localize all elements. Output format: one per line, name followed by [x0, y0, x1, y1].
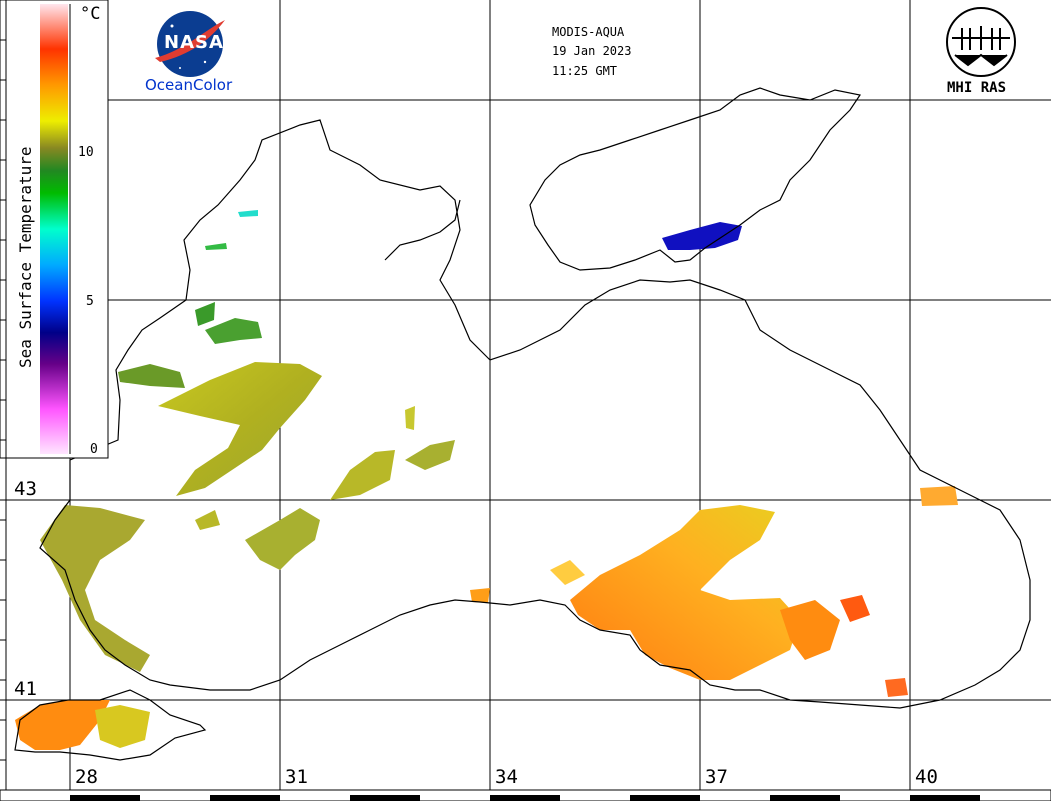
sst-patch-south-east: [570, 505, 800, 680]
header-time: 11:25 GMT: [552, 64, 618, 78]
sst-patch-burgas: [195, 510, 220, 530]
sst-patches: [15, 210, 958, 750]
sst-patch-marmara-yel: [95, 705, 150, 748]
lon-label-31: 31: [285, 766, 308, 788]
sst-patch-west-coast: [40, 505, 150, 672]
header-sensor: MODIS-AQUA: [552, 25, 625, 39]
oceancolor-caption: OceanColor: [145, 76, 233, 94]
sst-patch-crimea-yel: [405, 406, 415, 430]
mhi-ras-caption: MHI RAS: [947, 80, 1007, 96]
lon-label-28: 28: [75, 766, 98, 788]
sst-patch-center-west: [158, 362, 322, 496]
colorbar-tick-5: 5: [86, 294, 94, 309]
sst-patch-east-red: [840, 595, 870, 622]
crimea-west: [384, 199, 461, 261]
sst-patch-center-east: [405, 440, 455, 470]
sst-patch-bosporus-orange: [15, 700, 110, 750]
mhi-ras-logo-icon: [946, 7, 1016, 77]
black-sea-coast: [39, 119, 1031, 709]
sst-patch-ne-orange: [920, 486, 958, 506]
sst-patch-center-mid: [330, 450, 395, 500]
sst-patch-azov-blue: [662, 222, 742, 250]
coastline: [14, 87, 1031, 761]
sst-patch-sinop-orange: [470, 588, 490, 603]
nasa-badge-text: NASA: [164, 32, 224, 53]
sst-patch-nw-green: [205, 243, 227, 250]
bottom-ruler: [0, 789, 1051, 801]
sst-patch-nw-cyan: [238, 210, 258, 217]
lat-label-41: 41: [14, 678, 37, 700]
colorbar-tick-10: 10: [78, 145, 94, 160]
bosporus-coast: [14, 689, 207, 761]
lon-label-37: 37: [705, 766, 728, 788]
colorbar-title: Sea Surface Temperature: [16, 146, 35, 368]
azov-coast: [529, 87, 861, 271]
sst-patch-danube-shelf: [118, 364, 185, 388]
colorbar-tick-0: 0: [90, 442, 98, 457]
sst-patch-kerch-small: [550, 560, 585, 585]
left-ruler: [0, 0, 7, 801]
lon-label-40: 40: [915, 766, 938, 788]
colorbar-gradient: [40, 4, 68, 454]
colorbar-unit: °C: [80, 4, 101, 24]
lon-label-34: 34: [495, 766, 518, 788]
sst-patch-odessa-green: [195, 302, 215, 326]
sst-patch-batumi-orange: [885, 678, 908, 697]
sst-patch-shelf-green: [205, 318, 262, 344]
header-date: 19 Jan 2023: [552, 44, 632, 58]
sst-patch-mid-small: [245, 508, 320, 570]
sst-patch-south-east-2: [780, 600, 840, 660]
nasa-logo-icon: [155, 11, 225, 77]
lat-label-43: 43: [14, 478, 37, 500]
